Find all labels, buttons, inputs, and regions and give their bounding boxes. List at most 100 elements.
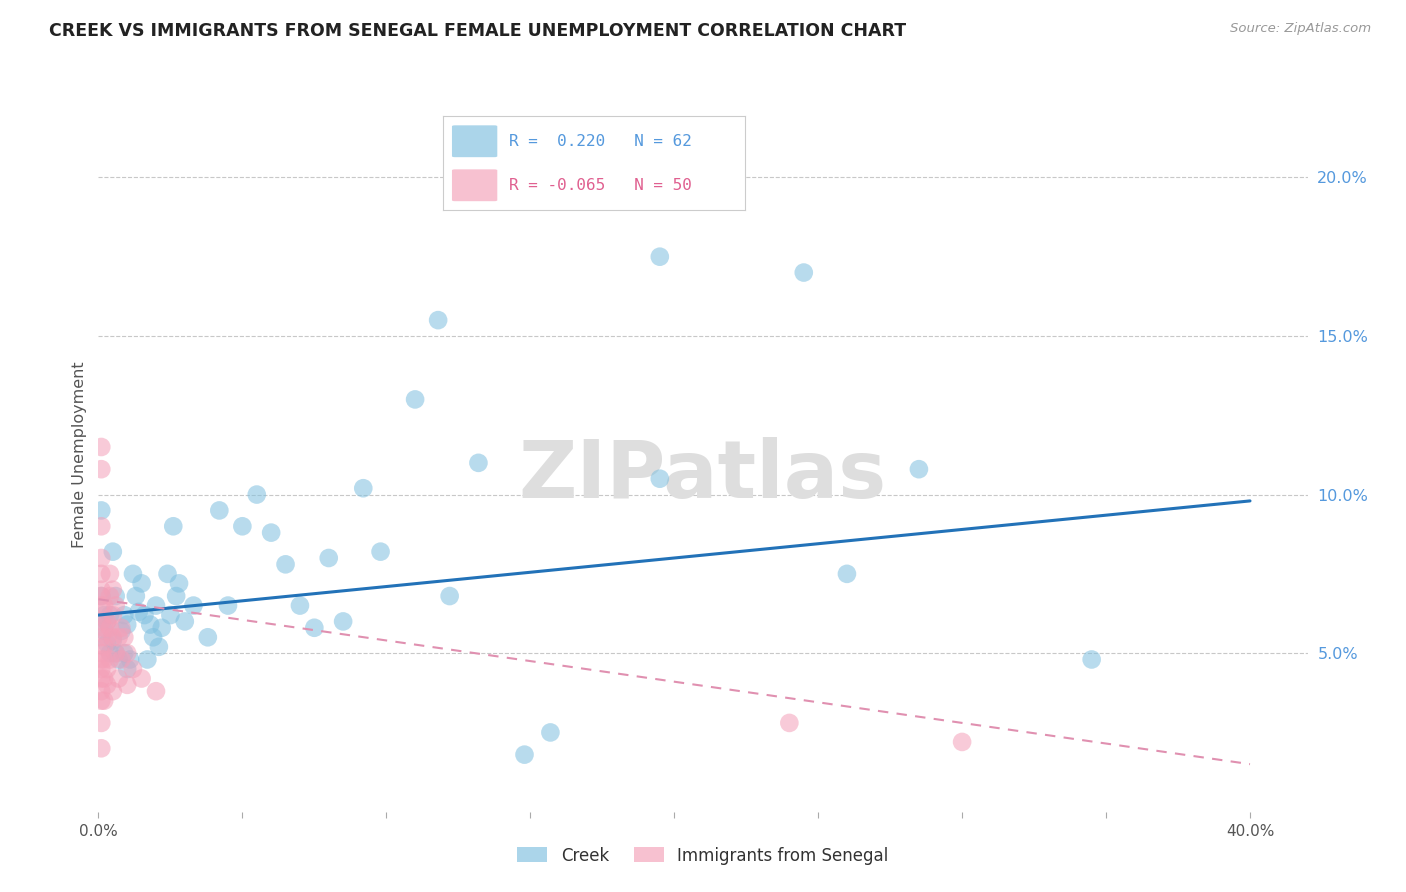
Point <box>197 630 219 644</box>
Point <box>538 725 561 739</box>
Point <box>90 462 112 476</box>
Point <box>1080 652 1102 666</box>
Text: R = -0.065   N = 50: R = -0.065 N = 50 <box>509 178 692 193</box>
Point <box>112 630 135 644</box>
Point <box>90 741 112 756</box>
Point <box>93 672 115 686</box>
Point <box>90 715 112 730</box>
Point <box>93 640 115 654</box>
Point <box>93 652 115 666</box>
Text: ZIPatlas: ZIPatlas <box>519 437 887 516</box>
Point <box>90 503 112 517</box>
Point <box>93 608 115 623</box>
Point <box>136 652 159 666</box>
Point <box>318 551 340 566</box>
Point <box>98 652 121 666</box>
Point <box>101 582 124 597</box>
Point <box>101 544 124 558</box>
Point <box>128 605 150 619</box>
Point <box>101 684 124 698</box>
Point <box>162 519 184 533</box>
Point <box>352 481 374 495</box>
Point <box>93 599 115 613</box>
Point <box>404 392 426 407</box>
Point <box>90 684 112 698</box>
Point <box>115 646 138 660</box>
Point <box>107 672 129 686</box>
Y-axis label: Female Unemployment: Female Unemployment <box>72 361 87 549</box>
Point <box>90 589 112 603</box>
Legend: Creek, Immigrants from Senegal: Creek, Immigrants from Senegal <box>510 840 896 871</box>
Text: Source: ZipAtlas.com: Source: ZipAtlas.com <box>1230 22 1371 36</box>
Point <box>122 662 145 676</box>
FancyBboxPatch shape <box>451 126 498 157</box>
Point <box>110 621 132 635</box>
Point <box>125 589 148 603</box>
Point <box>167 576 190 591</box>
Point <box>115 678 138 692</box>
Point <box>134 608 156 623</box>
Point <box>90 599 112 613</box>
Point <box>104 646 127 660</box>
Point <box>98 646 121 660</box>
Point <box>90 652 112 666</box>
Point <box>98 608 121 623</box>
Text: R =  0.220   N = 62: R = 0.220 N = 62 <box>509 134 692 149</box>
Point <box>96 615 118 629</box>
Point <box>107 652 129 666</box>
Point <box>246 487 269 501</box>
Point <box>231 519 253 533</box>
Point <box>104 599 127 613</box>
Point <box>96 678 118 692</box>
Point <box>90 566 112 581</box>
Point <box>101 630 124 644</box>
Point <box>90 615 112 629</box>
Point <box>115 662 138 676</box>
Point <box>274 558 297 572</box>
Point <box>98 589 121 603</box>
Point <box>159 608 181 623</box>
Point <box>467 456 489 470</box>
Point <box>93 694 115 708</box>
Point <box>142 630 165 644</box>
Point <box>131 672 153 686</box>
Point <box>96 637 118 651</box>
Point <box>96 662 118 676</box>
Point <box>156 566 179 581</box>
Point <box>139 617 162 632</box>
Point <box>90 440 112 454</box>
Point <box>107 630 129 644</box>
Point <box>173 615 195 629</box>
Point <box>115 617 138 632</box>
Point <box>513 747 536 762</box>
Point <box>110 624 132 638</box>
Point <box>427 313 450 327</box>
Point <box>101 608 124 623</box>
Point <box>332 615 354 629</box>
Point <box>208 503 231 517</box>
Point <box>648 250 671 264</box>
Point <box>120 652 142 666</box>
Point <box>217 599 239 613</box>
Point <box>778 715 800 730</box>
Point <box>93 624 115 638</box>
Point <box>90 694 112 708</box>
Point <box>288 599 311 613</box>
Point <box>90 672 112 686</box>
Point <box>104 589 127 603</box>
Point <box>165 589 187 603</box>
Point <box>101 633 124 648</box>
Point <box>150 621 173 635</box>
Point <box>950 735 973 749</box>
Point <box>90 630 112 644</box>
FancyBboxPatch shape <box>451 169 498 202</box>
Text: CREEK VS IMMIGRANTS FROM SENEGAL FEMALE UNEMPLOYMENT CORRELATION CHART: CREEK VS IMMIGRANTS FROM SENEGAL FEMALE … <box>49 22 907 40</box>
Point <box>304 621 326 635</box>
Point <box>96 630 118 644</box>
Point <box>145 684 167 698</box>
Point <box>90 582 112 597</box>
Point <box>648 472 671 486</box>
Point <box>90 551 112 566</box>
Point <box>110 652 132 666</box>
Point <box>93 621 115 635</box>
